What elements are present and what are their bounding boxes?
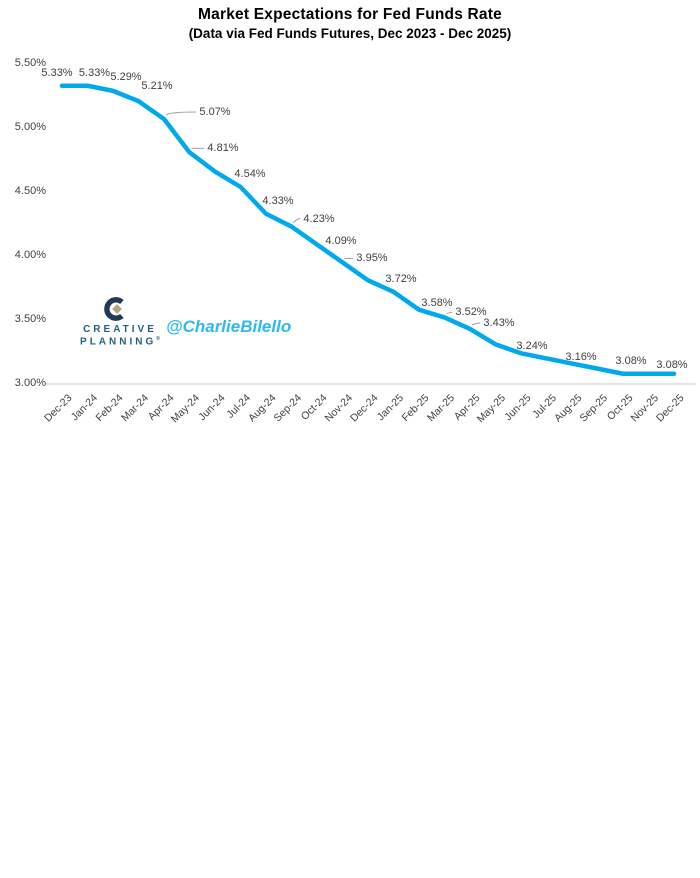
data-label: 3.72%: [385, 272, 417, 285]
leader-line: [293, 218, 301, 223]
creative-planning-logo: CREATIVE PLANNING®: [60, 285, 180, 351]
data-label: 5.33%: [78, 66, 111, 79]
chart-title: Market Expectations for Fed Funds Rate: [198, 6, 502, 23]
series-line: [59, 83, 677, 377]
data-label: 4.23%: [303, 212, 335, 225]
data-label: 5.33%: [41, 66, 73, 79]
data-label: 3.08%: [615, 354, 647, 367]
data-label: 3.43%: [483, 316, 515, 329]
data-label: 3.08%: [656, 358, 688, 371]
chart-canvas: Market Expectations for Fed Funds Rate (…: [14, 6, 696, 426]
data-label: 4.81%: [207, 142, 239, 155]
data-label: 5.21%: [141, 80, 173, 93]
fed-funds-line-chart: [45, 83, 696, 385]
leader-line: [165, 111, 197, 116]
registered-mark: ®: [156, 336, 160, 342]
twitter-handle-watermark: @CharlieBilello: [166, 317, 292, 336]
y-axis-tick-label: 5.50%: [14, 57, 46, 69]
data-label: 5.29%: [110, 70, 142, 83]
y-axis-tick-label: 4.00%: [14, 249, 46, 261]
chart-subtitle: (Data via Fed Funds Futures, Dec 2023 - …: [188, 26, 512, 41]
leader-line: [471, 322, 481, 326]
data-label: 3.24%: [516, 340, 548, 353]
data-label: 3.16%: [565, 350, 597, 363]
y-axis-tick-label: 3.50%: [14, 313, 46, 325]
y-axis-tick-label: 5.00%: [14, 121, 46, 133]
data-label: 4.54%: [234, 167, 266, 180]
creative-planning-logo-icon: [104, 297, 124, 321]
data-label: 3.95%: [356, 252, 388, 265]
y-axis-tick-label: 4.50%: [14, 185, 46, 197]
y-axis-tick-label: 3.00%: [14, 377, 46, 389]
data-label: 4.33%: [262, 194, 294, 207]
data-label: 4.09%: [325, 235, 357, 248]
data-label: 3.58%: [421, 296, 453, 309]
data-label: 3.52%: [455, 306, 487, 319]
logo-text-planning: PLANNING®: [80, 336, 160, 348]
leader-line: [446, 311, 453, 314]
logo-text-creative: CREATIVE: [83, 324, 157, 335]
data-label: 5.07%: [199, 106, 231, 119]
